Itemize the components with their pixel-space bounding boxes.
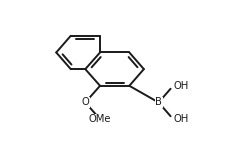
Text: B: B bbox=[155, 98, 161, 107]
Text: OH: OH bbox=[172, 114, 188, 124]
Text: OH: OH bbox=[172, 81, 188, 91]
Text: OMe: OMe bbox=[88, 114, 111, 124]
Text: O: O bbox=[81, 98, 89, 107]
